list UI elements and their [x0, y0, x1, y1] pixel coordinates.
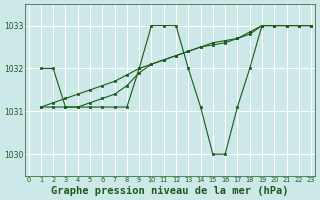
- X-axis label: Graphe pression niveau de la mer (hPa): Graphe pression niveau de la mer (hPa): [51, 186, 289, 196]
